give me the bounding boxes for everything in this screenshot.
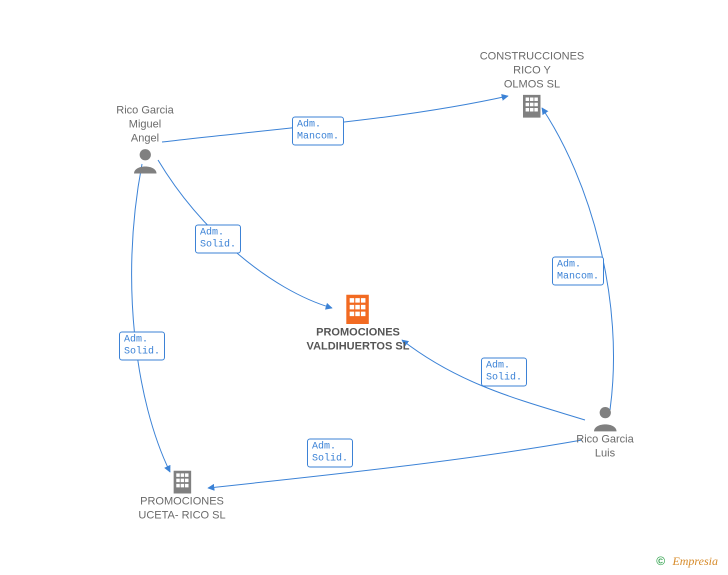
watermark-brand: Empresia	[672, 554, 718, 568]
node-miguel: Rico Garcia Miguel Angel	[116, 104, 173, 175]
edge-label: Adm. Mancom.	[552, 257, 604, 286]
edge-label: Adm. Mancom.	[292, 117, 344, 146]
edges-layer	[0, 0, 728, 575]
edge-luis-to-uceta	[208, 440, 582, 488]
edge-luis-to-valdi	[402, 340, 585, 420]
node-uceta: PROMOCIONES UCETA- RICO SL	[138, 467, 225, 523]
edge-label: Adm. Solid.	[481, 358, 527, 387]
diagram-canvas: Adm. Mancom. Adm. Solid. Adm. Solid. Adm. M…	[0, 0, 728, 575]
edge-label: Adm. Solid.	[195, 225, 241, 254]
building-icon	[138, 467, 225, 495]
person-icon	[116, 146, 173, 176]
building-icon	[480, 92, 585, 120]
edge-miguel-to-constr	[162, 96, 508, 142]
edge-miguel-to-uceta	[132, 164, 170, 472]
node-label: Rico Garcia Luis	[576, 433, 633, 461]
edge-miguel-to-valdi	[158, 160, 332, 308]
person-icon	[576, 403, 633, 433]
node-label: CONSTRUCCIONES RICO Y OLMOS SL	[480, 50, 585, 91]
node-luis: Rico Garcia Luis	[576, 403, 633, 461]
edge-label: Adm. Solid.	[307, 439, 353, 468]
node-label: PROMOCIONES VALDIHUERTOS SL	[307, 326, 410, 354]
building-icon	[307, 290, 410, 326]
node-valdi: PROMOCIONES VALDIHUERTOS SL	[307, 290, 410, 354]
watermark: © Empresia	[656, 554, 718, 569]
node-constr: CONSTRUCCIONES RICO Y OLMOS SL	[480, 50, 585, 119]
edge-label: Adm. Solid.	[119, 332, 165, 361]
node-label: Rico Garcia Miguel Angel	[116, 104, 173, 145]
copyright-symbol: ©	[656, 554, 665, 568]
node-label: PROMOCIONES UCETA- RICO SL	[138, 495, 225, 523]
edge-luis-to-constr	[542, 108, 614, 410]
